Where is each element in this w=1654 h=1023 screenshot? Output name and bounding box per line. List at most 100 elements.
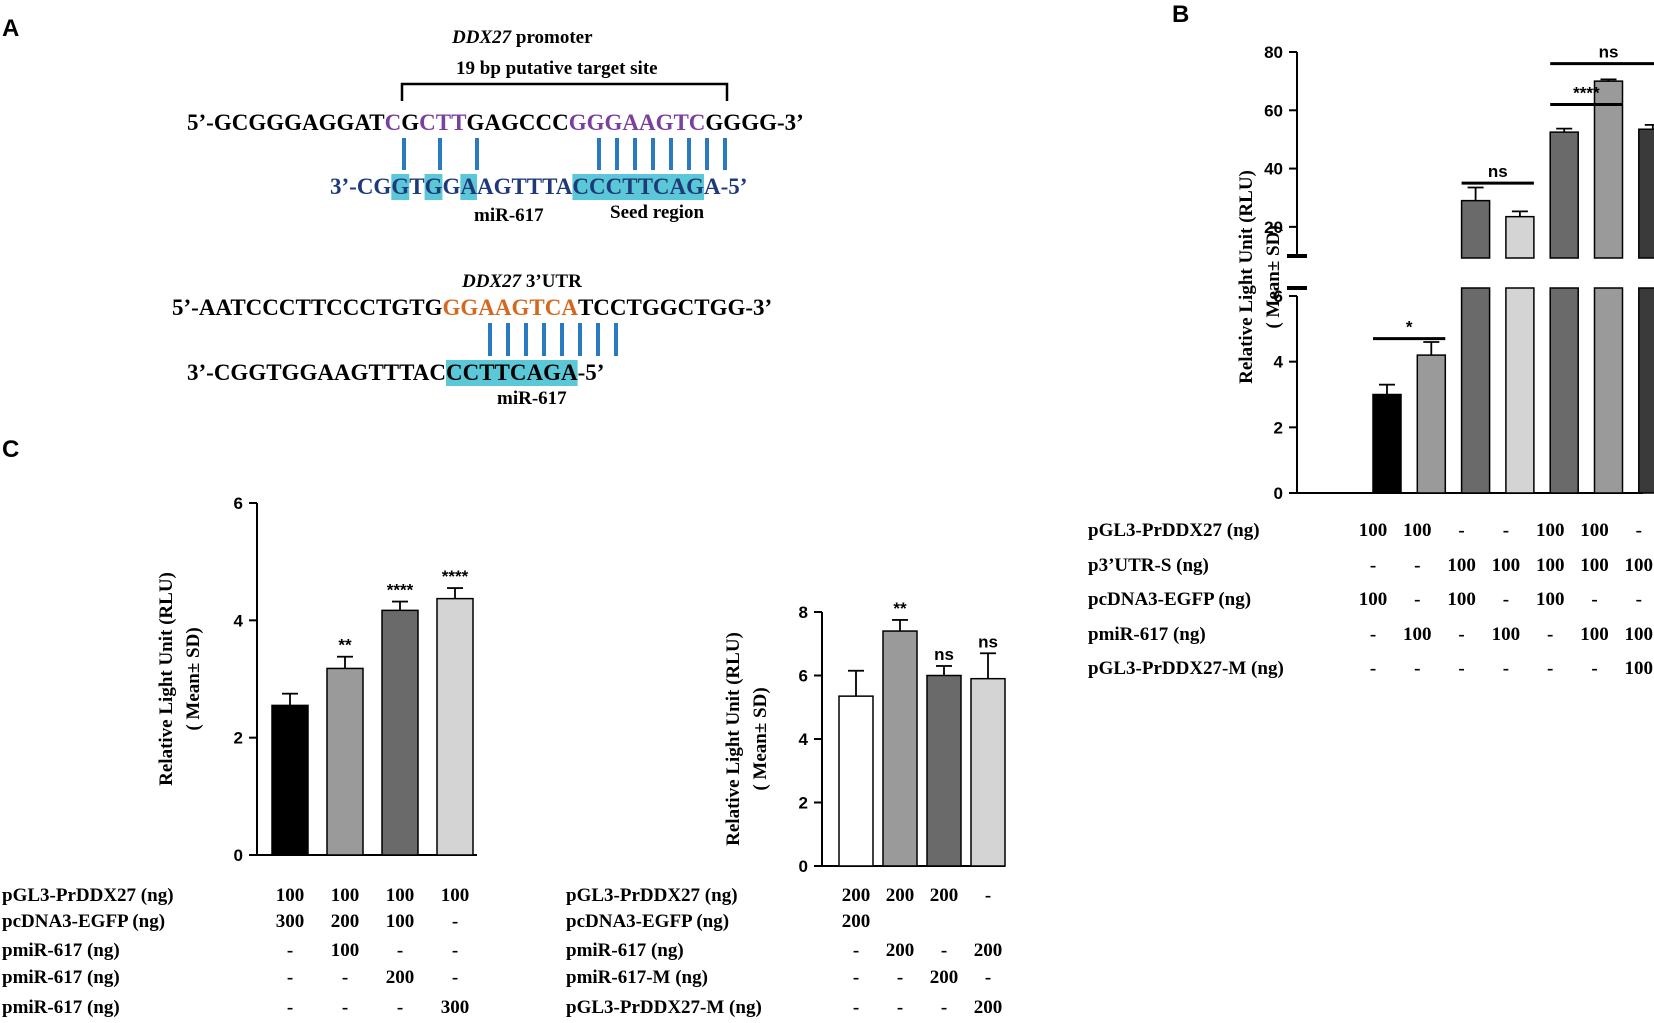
c1-condition-value: 100	[441, 885, 470, 906]
c2-condition-value: 200	[842, 885, 871, 906]
b-condition-value: 100	[1403, 624, 1432, 645]
c2-condition-value: -	[941, 997, 947, 1018]
c2-condition-name: pcDNA3-EGFP (ng)	[566, 911, 729, 932]
b-condition-value: -	[1414, 555, 1420, 576]
b-condition-value: 100	[1447, 589, 1476, 610]
b-bar	[1593, 287, 1624, 494]
c2-condition-value: 200	[930, 885, 959, 906]
c1-condition-value: 100	[386, 885, 415, 906]
c1-condition-value: -	[287, 940, 293, 961]
b-condition-value: 100	[1359, 589, 1388, 610]
c2-condition-value: 200	[930, 967, 959, 988]
utr-top-sequence: 5’-AATCCCTTCCCTGTG GGAAGTCA TCCTGGCTGG-3’	[172, 295, 772, 320]
c2-condition-value: -	[897, 997, 903, 1018]
b-bar	[1638, 287, 1654, 494]
utr-title-suffix: 3’UTR	[521, 271, 582, 292]
c1-bar-label: ****	[442, 567, 469, 586]
b-condition-value: -	[1636, 520, 1642, 541]
utr-mirna-label: miR-617	[497, 388, 567, 409]
b-condition-value: 100	[1447, 555, 1476, 576]
c1-tick-label: 0	[234, 846, 243, 865]
b-condition-value: -	[1591, 589, 1597, 610]
promoter-top-sequence-part: C	[385, 110, 402, 135]
promoter-mirna-sequence-part: 3’-CG	[330, 174, 391, 199]
b-bar	[1460, 287, 1491, 494]
c2-bar-label: ns	[934, 645, 954, 664]
utr-mirna-sequence-part: -5’	[578, 360, 605, 385]
b-bar-upper	[1505, 215, 1535, 259]
c2-condition-value: 200	[974, 997, 1003, 1018]
c2-condition-value: 200	[842, 911, 871, 932]
c1-condition-value: -	[287, 967, 293, 988]
promoter-mirna-sequence-part: AGTTTA	[477, 174, 573, 199]
b-tick-label: 60	[1264, 101, 1283, 120]
c1-bar	[326, 667, 364, 856]
c2-condition-value: -	[985, 967, 991, 988]
promoter-mirna-sequence-part: T	[409, 174, 424, 199]
seed-highlight	[572, 174, 705, 200]
b-condition-value: -	[1370, 555, 1376, 576]
b-condition-value: 100	[1492, 624, 1521, 645]
c2-tick-label: 8	[799, 603, 808, 622]
c2-condition-value: 200	[974, 940, 1003, 961]
b-condition-value: 100	[1492, 555, 1521, 576]
b-bar	[1549, 287, 1579, 494]
promoter-top-sequence-part: GGGAAGTC	[569, 110, 706, 135]
c2-tick-label: 4	[799, 730, 809, 749]
b-condition-name: pGL3-PrDDX27 (ng)	[1088, 520, 1260, 541]
seed-highlight	[445, 360, 578, 386]
seed-highlight	[391, 174, 410, 200]
b-condition-value: 100	[1359, 520, 1388, 541]
c2-bar	[970, 677, 1006, 867]
c1-condition-value: -	[452, 967, 458, 988]
c1-condition-name: pGL3-PrDDX27 (ng)	[2, 885, 174, 906]
seed-highlight	[424, 174, 443, 200]
utr-mirna-sequence-part: 3’-CGGTGGAAGTTTAC	[187, 360, 446, 385]
b-condition-value: 100	[1625, 555, 1654, 576]
target-site-bracket	[400, 82, 729, 101]
c1-bar-label: **	[338, 636, 352, 655]
b-bar	[1416, 354, 1447, 494]
b-tick-label: 6	[1274, 287, 1283, 306]
b-condition-value: -	[1414, 589, 1420, 610]
utr-top-sequence-part: GGAAGTCA	[442, 295, 578, 320]
b-condition-value: 100	[1580, 555, 1609, 576]
c1-condition-value: 100	[386, 911, 415, 932]
promoter-title: DDX27 promoter	[451, 27, 593, 48]
b-tick-label: 80	[1264, 43, 1283, 62]
c1-bar	[436, 597, 474, 856]
promoter-mirna-label: miR-617	[474, 205, 544, 226]
c2-tick-label: 0	[799, 857, 808, 876]
promoter-title-suffix: promoter	[511, 27, 593, 48]
b-condition-value: -	[1591, 658, 1597, 679]
c2-condition-value: 200	[886, 885, 915, 906]
b-condition-value: -	[1414, 658, 1420, 679]
b-condition-value: 100	[1580, 520, 1609, 541]
promoter-top-sequence-part: TT	[436, 110, 467, 135]
b-condition-value: -	[1503, 658, 1509, 679]
c2-condition-name: pmiR-617-M (ng)	[566, 967, 708, 988]
c1-condition-value: -	[397, 940, 403, 961]
c2-bar-label: **	[893, 599, 907, 618]
c2-ylabel: Relative Light Unit (RLU)	[723, 632, 744, 846]
b-condition-name: pmiR-617 (ng)	[1088, 624, 1206, 645]
panel-letter-a: A	[2, 15, 19, 42]
c1-condition-value: 200	[386, 967, 415, 988]
c2-ylabel2: ( Mean± SD)	[750, 687, 771, 790]
c2-bar	[926, 674, 962, 867]
b-bar-upper	[1460, 199, 1491, 259]
promoter-gene-name: DDX27	[451, 27, 513, 48]
c1-condition-value: -	[452, 911, 458, 932]
c2-condition-name: pmiR-617 (ng)	[566, 940, 684, 961]
c1-condition-value: 100	[331, 885, 360, 906]
promoter-mirna-sequence-part: A-5’	[704, 174, 747, 199]
c2-condition-value: -	[941, 940, 947, 961]
b-tick-label: 0	[1274, 484, 1283, 503]
c1-condition-value: -	[452, 940, 458, 961]
c1-condition-value: -	[342, 997, 348, 1018]
promoter-top-sequence-part: C	[419, 110, 436, 135]
b-tick-label: 4	[1274, 353, 1284, 372]
c1-condition-value: -	[397, 997, 403, 1018]
c1-condition-value: -	[342, 967, 348, 988]
utr-top-sequence-part: TCCTGGCTGG-3’	[578, 295, 772, 320]
